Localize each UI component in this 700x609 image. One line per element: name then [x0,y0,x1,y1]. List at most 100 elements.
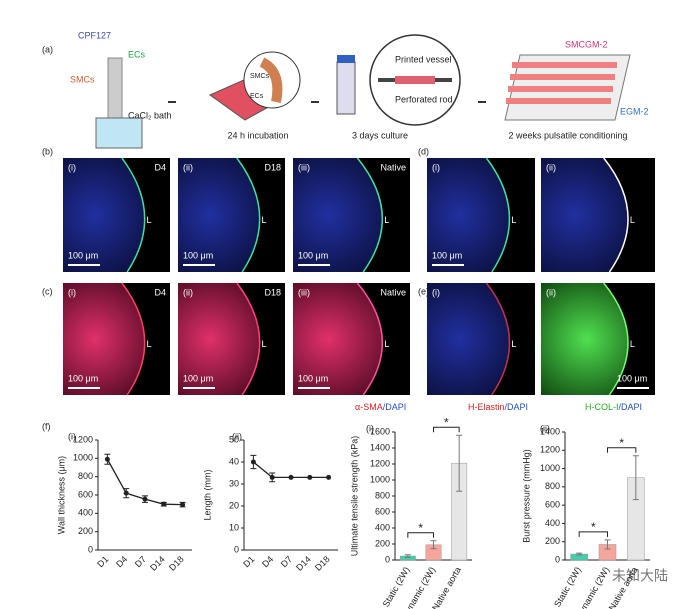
image-index: (ii) [183,162,193,172]
y-tick-label: 1000 [73,453,93,463]
tissue-edge [485,157,511,273]
error-bar [632,455,639,501]
schematic [95,34,631,149]
error-bar [576,552,583,556]
point [250,459,256,465]
image-index: (ii) [546,162,556,172]
y-tick-label: 800 [78,471,93,481]
y-tick-label: 50 [229,434,239,444]
significance-mark: * [619,436,624,450]
chart-label: (ii) [540,423,550,433]
image-index: (ii) [183,287,193,297]
tissue-edge [485,282,511,396]
tissue-edge [603,157,629,273]
lumen-label: L [630,215,635,225]
label: SMCGM-2 [565,39,608,49]
panel-label: (d) [418,146,429,156]
x-tick-label: D4 [114,554,129,569]
x-tick-label: D4 [260,554,275,569]
y-tick-label: 1400 [540,426,560,436]
image-tag: D4 [154,287,166,297]
panel-label: (f) [42,421,51,431]
x-tick-label: D14 [294,554,313,573]
point [180,502,186,508]
image-tag: Native [380,162,406,172]
lumen [603,283,655,395]
panel-label: (b) [42,146,53,156]
lumen-label: L [384,215,389,225]
tissue-edge [236,282,261,396]
lumen-label: L [261,339,266,349]
significance-mark: * [418,521,423,535]
stain: α-SMA [355,402,383,412]
y-tick-label: 400 [78,508,93,518]
lumen-label: L [511,215,516,225]
x-tick-label: Static (2W) [552,565,583,609]
scale-label: 100 μm [68,250,98,260]
lumen [121,283,170,395]
y-tick-label: 200 [375,538,390,548]
label: Printed vessel [395,54,452,64]
label: Perforated rod [395,94,453,104]
caption: 2 weeks pulsatile conditioning [508,130,627,140]
label: EGM-2 [620,106,649,116]
lumen [603,158,655,272]
label: ECs [250,93,264,100]
panel-label: (e) [418,286,429,296]
lumen-label: L [384,339,389,349]
y-tick-label: 1400 [370,442,390,452]
image-index: (i) [68,287,76,297]
tissue-edge [236,157,261,273]
tissue-edge [603,282,629,396]
lumen [236,283,285,395]
image-tag: D18 [264,162,281,172]
image-tag: Native [380,287,406,297]
error-bar [430,540,437,550]
tissue-edge [356,282,383,396]
error-bar [404,554,411,558]
label: CPF127 [78,30,111,40]
y-axis-label: Burst pressure (mmHg) [521,449,531,543]
lumen [236,158,285,272]
counter-stain: /DAPI [505,402,529,412]
significance-bracket [407,532,434,538]
x-tick-label: D18 [167,554,186,573]
lumen-label: L [511,339,516,349]
x-tick-label: D1 [241,554,256,569]
scale-label: 100 μm [298,250,328,260]
significance-bracket [433,426,460,433]
y-tick-label: 600 [78,489,93,499]
image-index: (iii) [298,287,310,297]
y-tick-label: 1200 [370,458,390,468]
y-axis-label: Length (mm) [202,469,212,520]
lumen [486,283,535,395]
chart-label: (i) [68,431,76,441]
y-tick-label: 20 [229,500,239,510]
x-tick-label: D18 [313,554,332,573]
y-tick-label: 10 [229,522,239,532]
y-tick-label: 800 [545,481,560,491]
significance-bracket [607,447,637,453]
point [104,456,110,462]
y-tick-label: 1600 [370,426,390,436]
scale-label: 100 μm [617,373,647,383]
image-index: (iii) [298,162,310,172]
error-bar [604,539,611,550]
y-tick-label: 0 [555,554,560,564]
image-index: (ii) [546,287,556,297]
y-tick-label: 0 [88,544,93,554]
point [142,496,148,502]
point [269,474,275,480]
point [288,474,294,480]
y-axis-label: Ultimate tensile strength (kPa) [349,436,359,557]
scale-label: 100 μm [298,373,328,383]
caption: 24 h incubation [227,130,288,140]
label: SMCs [250,73,270,80]
point [123,490,129,496]
lumen [486,158,535,272]
lumen-label: L [146,339,151,349]
y-tick-label: 0 [385,554,390,564]
lumen [357,283,410,395]
y-tick-label: 0 [234,544,239,554]
scale-label: 100 μm [432,250,462,260]
